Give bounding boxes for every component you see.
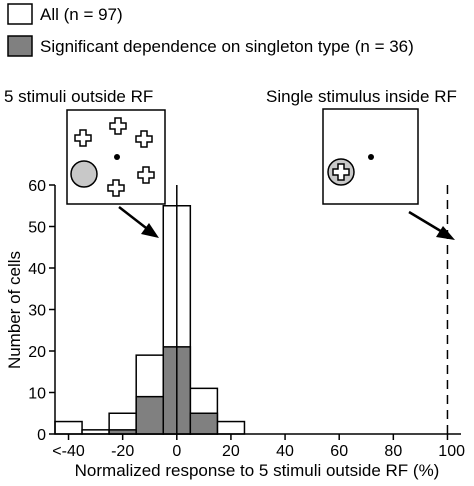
inset-right-diagram <box>322 108 419 205</box>
cross-stimulus <box>137 166 155 184</box>
fixation-point <box>114 154 120 160</box>
inset-right-title: Single stimulus inside RF <box>266 87 457 106</box>
cross-stimulus <box>107 179 125 197</box>
inset-left-title: 5 stimuli outside RF <box>4 87 153 106</box>
cross-stimuli <box>74 117 155 197</box>
y-tick-label: 40 <box>28 261 46 278</box>
bar-all <box>216 420 246 435</box>
inset-left-diagram <box>66 109 166 205</box>
arrow-right-head <box>436 226 455 240</box>
bar-all <box>54 420 83 435</box>
x-tick-label: 60 <box>330 443 348 460</box>
x-tick-label: 40 <box>276 443 294 460</box>
y-tick-label: 0 <box>37 427 46 444</box>
cross-stimulus <box>74 129 92 147</box>
legend: All (n = 97) Significant dependence on s… <box>7 3 414 57</box>
x-tick-label: 20 <box>222 443 240 460</box>
y-ticks: 0 10 20 30 40 50 60 <box>28 178 55 444</box>
y-tick-label: 20 <box>28 344 46 361</box>
cross-stimulus <box>109 117 127 135</box>
y-axis-label: Number of cells <box>5 251 24 369</box>
bar-significant <box>135 395 165 435</box>
x-ticks: <-40 -20 0 20 40 60 80 100 <box>52 434 465 460</box>
y-tick-label: 60 <box>28 178 46 195</box>
reference-lines <box>176 185 449 434</box>
singleton-circle <box>70 160 98 188</box>
fixation-point <box>368 154 374 160</box>
bars-significant <box>108 346 219 435</box>
x-tick-label: 0 <box>172 443 181 460</box>
y-tick-label: 50 <box>28 220 46 237</box>
x-tick-label: 100 <box>438 443 465 460</box>
x-axis-label: Normalized response to 5 stimuli outside… <box>75 461 440 480</box>
cross-stimulus <box>332 163 350 181</box>
arrow-left <box>118 206 151 232</box>
legend-swatch-all <box>7 3 33 25</box>
legend-label-all: All (n = 97) <box>40 5 123 24</box>
arrow-left-head <box>141 223 159 238</box>
y-tick-label: 30 <box>28 303 46 320</box>
legend-label-significant: Significant dependence on singleton type… <box>40 37 414 56</box>
arrows <box>118 206 455 240</box>
x-tick-label: <-40 <box>52 443 85 460</box>
arrow-right <box>408 210 445 235</box>
y-tick-label: 10 <box>28 386 46 403</box>
x-tick-label: 80 <box>384 443 402 460</box>
axes <box>54 185 461 435</box>
x-tick-label: -20 <box>111 443 134 460</box>
bar-significant <box>189 412 219 435</box>
cross-stimulus <box>135 130 153 148</box>
legend-swatch-significant <box>7 35 33 57</box>
